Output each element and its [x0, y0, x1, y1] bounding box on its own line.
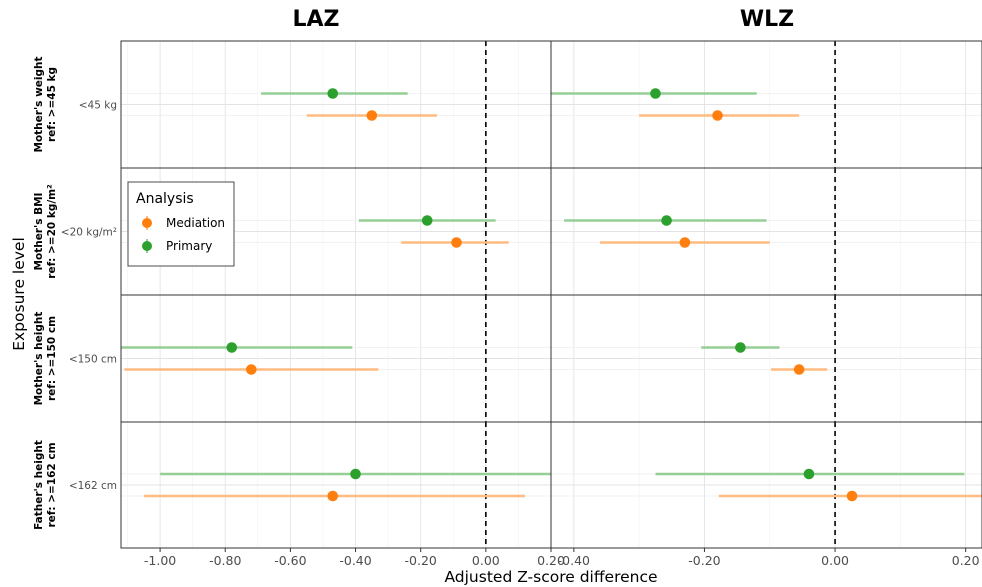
x-axis-title: Adjusted Z-score difference — [444, 568, 657, 586]
x-tick-label: 0.20 — [537, 553, 565, 568]
legend-mediation-label: Mediation — [166, 216, 225, 230]
strip-label: Father's height ref: >=162 cm — [33, 440, 58, 530]
y-category-label: <162 cm — [69, 480, 117, 492]
strip-label-line2: ref: >=20 kg/m² — [46, 184, 58, 279]
y-category-label: <45 kg — [79, 100, 117, 112]
point-mediation — [327, 490, 339, 502]
legend-title: Analysis — [136, 191, 194, 207]
panel-title-laz: LAZ — [293, 7, 340, 32]
point-primary — [661, 215, 672, 226]
x-tick-labels: -1.00 -0.80 -0.60 -0.40 -0.20 0.00 0.20-0.40 -0… — [144, 548, 980, 568]
legend-mediation-dot — [142, 218, 152, 228]
y-category-label: <150 cm — [69, 354, 117, 366]
zero-reference-lines — [485, 41, 836, 548]
legend-primary-dot — [142, 241, 152, 251]
strip-label-line1: Mother's height — [33, 312, 45, 406]
point-mediation — [679, 237, 691, 248]
x-tick-label: -0.60 — [274, 553, 306, 568]
point-primary — [735, 342, 746, 353]
x-tick-label: -0.20 — [688, 553, 720, 568]
strip-label-line1: Mother's weight — [33, 56, 45, 152]
point-estimates — [226, 88, 858, 502]
strip-label-line2: ref: >=162 cm — [46, 442, 58, 527]
point-mediation — [246, 364, 257, 375]
x-tick-label: 0.00 — [472, 553, 500, 568]
panel-borders — [120, 40, 982, 549]
y-category-labels: <45 kg <20 kg/m² <150 cm <162 cm — [61, 100, 117, 493]
point-primary — [350, 468, 361, 480]
strip-label-line1: Mother's BMI — [33, 193, 45, 271]
point-mediation — [712, 110, 723, 121]
legend-box — [127, 181, 235, 267]
strip-label-line2: ref: >=45 kg — [46, 67, 58, 142]
strip-label: Mother's BMI ref: >=20 kg/m² — [33, 184, 58, 279]
point-mediation — [366, 110, 378, 121]
point-primary — [421, 215, 433, 226]
panel-title-wlz: WLZ — [740, 7, 794, 32]
strip-label: Mother's height ref: >=150 cm — [33, 312, 58, 406]
legend: Analysis Mediation Primary — [127, 181, 235, 267]
point-primary — [803, 468, 815, 480]
x-tick-label: 0.00 — [821, 553, 849, 568]
point-primary — [650, 88, 661, 99]
point-primary — [226, 342, 238, 353]
point-mediation — [451, 237, 462, 248]
point-mediation — [793, 364, 805, 375]
strip-label-line2: ref: >=150 cm — [46, 316, 58, 401]
panel-border — [550, 421, 982, 549]
x-tick-label: -0.20 — [405, 553, 437, 568]
x-tick-label: -0.40 — [558, 553, 590, 568]
strip-label-line1: Father's height — [33, 440, 45, 530]
y-axis-title: Exposure level — [10, 237, 28, 351]
x-tick-label: -0.80 — [209, 553, 241, 568]
point-mediation — [846, 490, 858, 502]
x-tick-label: -0.40 — [339, 553, 371, 568]
x-tick-label: 0.20 — [952, 553, 980, 568]
y-category-label: <20 kg/m² — [61, 227, 117, 239]
strip-label: Mother's weight ref: >=45 kg — [33, 56, 58, 152]
point-primary — [327, 88, 339, 99]
legend-primary-label: Primary — [166, 239, 212, 253]
x-tick-label: -1.00 — [144, 553, 176, 568]
